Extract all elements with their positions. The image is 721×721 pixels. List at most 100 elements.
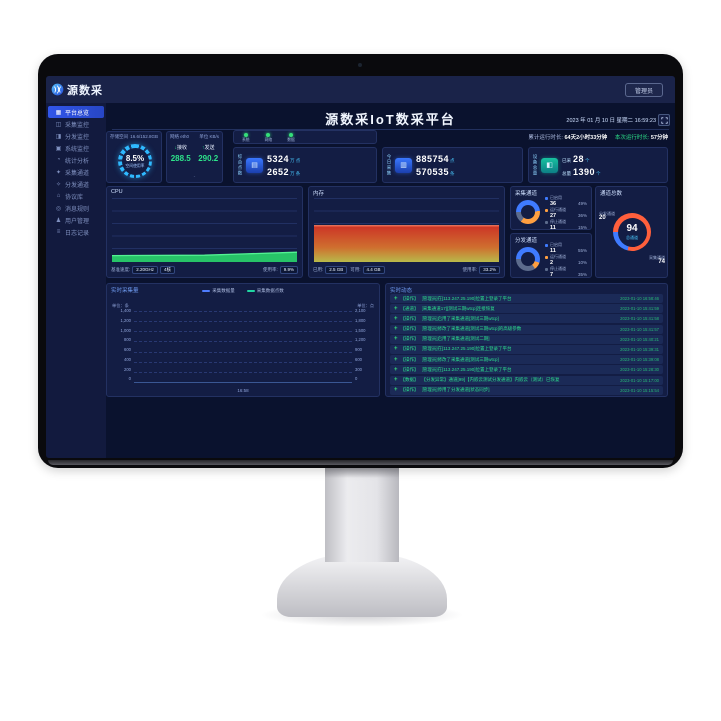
sidebar-item-icon: ♟ — [55, 217, 62, 224]
dashboard-screen: 源数采 管理员 ▦ 平台总览 ◫ 采集监控 ◨ 分发监控 — [46, 76, 675, 458]
activity-row[interactable]: + 【操作】 [管理员]修改了采集通道[测试三期wtcp]的高级参数 2023-… — [390, 324, 663, 334]
tx-value: 290.2 — [198, 154, 219, 163]
storage-capacity: 16.6/152.8GB — [130, 134, 158, 139]
legend-marker — [545, 267, 548, 271]
activity-tag: 【通道】 — [400, 305, 419, 311]
top-bar: 源数采 管理员 — [46, 76, 675, 103]
legend-marker — [545, 220, 548, 224]
axis-tick: 200 — [124, 366, 131, 372]
status-indicator: 数据 — [287, 132, 295, 143]
device-icon: ◧ — [541, 157, 558, 173]
activity-row[interactable]: + 【操作】 [管理员]停用了分发通道[状态同步] 2023-01-10 15:… — [390, 385, 663, 395]
runtime-stats: 累计运行时长: 64天2小时33分钟 本次运行时长: 57分钟 — [528, 133, 668, 141]
collect-callout: 采集通道 74 — [649, 255, 665, 265]
axis-tick: 1,800 — [355, 317, 366, 323]
plus-icon: + — [394, 295, 398, 302]
sidebar-item-icon: ◎ — [55, 205, 62, 212]
sidebar-item[interactable]: ≡ 日志记录 — [48, 226, 104, 238]
legend-value: 36 — [550, 200, 557, 207]
sidebar-item[interactable]: ◫ 采集监控 — [48, 118, 104, 130]
activity-text: [管理员]停用了分发通道[状态同步] — [421, 387, 490, 393]
legend-label: 运行通道 — [550, 254, 566, 259]
sidebar-item-label: 采集监控 — [65, 122, 90, 129]
cpu-base-speed: 2.20GHz — [132, 265, 159, 274]
today-card: 今日采集 ▥ 885754点 570535条 — [382, 147, 523, 183]
sidebar-item[interactable]: ⌂ 协议库 — [48, 190, 104, 202]
status-strip: 系统 网络 数据 — [233, 130, 377, 144]
activity-row[interactable]: + 【操作】 [管理员]在[113.247.25.190]位置上登录了平台 20… — [390, 344, 663, 354]
activity-text: 【分发异常】通道[99]【内嵌云测试分发通道】内嵌云（测试）已恢复 — [421, 377, 560, 382]
activity-row[interactable]: + 【通道】 [采集通道17][测试三期wtcp]连接恢复 2023-01-10… — [390, 304, 663, 314]
sidebar-item[interactable]: ◔ 统计分析 — [48, 154, 104, 166]
sidebar-item[interactable]: ♟ 用户管理 — [48, 214, 104, 226]
legend-line-icon — [202, 289, 211, 293]
sidebar-item[interactable]: ▣ 系统监控 — [48, 142, 104, 154]
sidebar-item[interactable]: ▦ 平台总览 — [48, 106, 104, 118]
sidebar-item-icon: ▣ — [55, 145, 62, 152]
total-channels-label: 总通道 — [626, 235, 638, 240]
x-axis-tick: 16:58 — [237, 388, 249, 393]
activity-timestamp: 2023-01-10 15:17:00 — [620, 377, 659, 383]
points-value: 5324 — [267, 153, 290, 164]
activity-timestamp: 2023-01-10 15:28:30 — [620, 367, 659, 373]
activity-row[interactable]: + 【操作】 [管理员]启用了采集通道[测试二期] 2023-01-10 15:… — [390, 334, 663, 344]
storage-percent: 8.5% — [125, 153, 145, 163]
sidebar-item[interactable]: ◎ 消息规则 — [48, 202, 104, 214]
channel-legend-row: 停止通道 7 35% — [545, 266, 589, 278]
activity-row[interactable]: + 【操作】 [管理员]在[113.247.25.190]位置上登录了平台 20… — [390, 365, 663, 375]
activity-tag: 【操作】 — [400, 336, 419, 342]
memory-title: 内存 — [313, 191, 325, 197]
sidebar-item[interactable]: ◨ 分发监控 — [48, 130, 104, 142]
device-collected-label: 已采 — [562, 157, 571, 163]
activity-text: [管理员]修改了采集通道[测试三期wtcp]的高级参数 — [421, 326, 522, 332]
plus-icon: + — [394, 336, 398, 343]
legend-label: 停止通道 — [550, 219, 566, 224]
axis-tick: 900 — [355, 347, 362, 353]
legend-value: 27 — [550, 212, 557, 219]
memory-panel: 内存 已用: 2.5 GB 可用: 4.4 GB 使用率: — [308, 186, 505, 278]
points-vlabel: 综合点数 — [238, 154, 243, 176]
channel-legend-row: 已启用 36 49% — [545, 195, 589, 207]
plus-icon: + — [394, 356, 398, 363]
right-axis-ticks: 2,100 1,800 1,500 1,200 900 600 300 0 — [355, 308, 378, 383]
network-card: 网络 eth0 单位 KB/s ↓接收 288.5 ↑发送 290.2 - — [166, 131, 223, 183]
today-points-unit: 点 — [450, 157, 455, 163]
sidebar-item-icon: ✧ — [55, 181, 62, 188]
activity-row[interactable]: + 【操作】 [管理员]修改了采集通道[测试三期wtcp] 2023-01-10… — [390, 355, 663, 365]
webcam-dot — [358, 63, 362, 67]
memory-usage: 33.2% — [479, 265, 500, 274]
activity-row[interactable]: + 【操作】 [管理员]启用了采集通道[测试三期wtcp] 2023-01-10… — [390, 314, 663, 324]
logo-text: 源数采 — [67, 84, 103, 97]
admin-button[interactable]: 管理员 — [625, 83, 663, 97]
channel-legend-row: 已启用 11 55% — [545, 242, 589, 254]
legend-marker — [545, 208, 548, 212]
sidebar-item[interactable]: ✧ 分发通道 — [48, 178, 104, 190]
legend-label: 停止通道 — [550, 266, 566, 271]
records-unit: 万 条 — [290, 170, 301, 176]
activity-panel: 实时动态 + 【操作】 [管理员]在[113.247.25.190]位置上登录了… — [385, 283, 668, 397]
uptime-session-value: 57分钟 — [650, 135, 668, 141]
rx-label: 接收 — [176, 145, 187, 151]
fullscreen-icon[interactable] — [658, 114, 670, 126]
activity-row[interactable]: + 【操作】 [管理员]在[113.247.25.190]位置上登录了平台 20… — [390, 294, 663, 303]
activity-text: [管理员]在[113.247.25.190]位置上登录了平台 — [421, 295, 512, 301]
sidebar-item-label: 分发通道 — [65, 182, 90, 189]
sidebar-item-label: 分发监控 — [65, 134, 90, 141]
collect-channels-panel: 采集通道 已启用 36 49% 运行通道 27 36% — [510, 186, 592, 232]
collect-channels-title: 采集通道 — [515, 191, 538, 197]
chart-legend-item[interactable]: 采集数据点数 — [246, 288, 284, 294]
activity-row[interactable]: + 【数据】 【分发异常】通道[99]【内嵌云测试分发通道】内嵌云（测试）已恢复… — [390, 375, 663, 385]
sidebar-item-label: 采集通道 — [65, 170, 90, 177]
axis-tick: 800 — [124, 337, 131, 343]
activity-tag: 【操作】 — [400, 326, 419, 332]
legend-percent: 35% — [577, 271, 587, 277]
activity-tag: 【操作】 — [400, 315, 419, 321]
sidebar-item[interactable]: ✦ 采集通道 — [48, 166, 104, 178]
today-points-value: 885754 — [416, 153, 450, 164]
collect-channels-legend: 已启用 36 49% 运行通道 27 36% 停止通道 11 15% — [545, 195, 589, 232]
status-label: 数据 — [287, 137, 295, 142]
activity-tag: 【操作】 — [400, 346, 419, 352]
network-unit: 单位 KB/s — [199, 134, 219, 139]
total-channels-title: 通道总数 — [600, 191, 623, 197]
chart-legend-item[interactable]: 采集数据量 — [202, 288, 235, 294]
